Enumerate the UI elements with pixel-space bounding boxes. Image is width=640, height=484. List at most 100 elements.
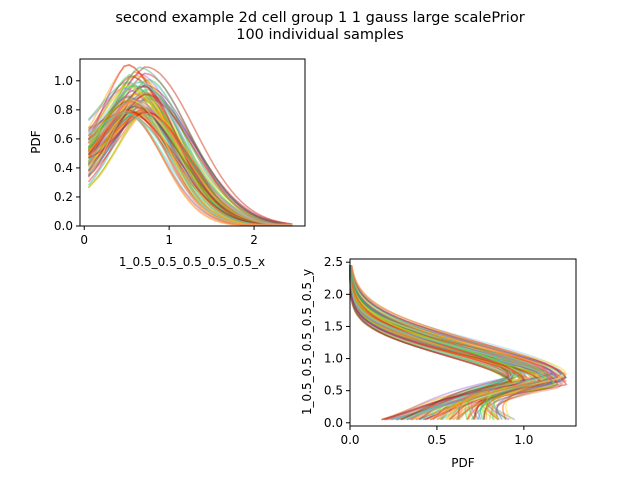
- x-sample-curve: [87, 103, 293, 226]
- x-sample-curve: [87, 98, 293, 226]
- x-sample-curve: [87, 110, 293, 226]
- x-sample-curve: [87, 96, 293, 226]
- x-sample-curve: [87, 70, 293, 226]
- y-sample-curve: [349, 265, 512, 421]
- y-sample-curve: [349, 265, 511, 421]
- x-sample-curve: [88, 111, 293, 226]
- x-plot-xtick-label: 2: [250, 233, 258, 247]
- x-sample-curve: [87, 86, 293, 226]
- y-sample-curve: [350, 265, 516, 421]
- x-sample-curve: [87, 81, 293, 226]
- y-plot-xticks: 0.0 0.5 1.0: [340, 426, 533, 447]
- x-plot-ytick-label: 0.0: [54, 219, 73, 233]
- y-sample-curve: [349, 265, 562, 421]
- y-sample-curve: [349, 265, 527, 421]
- x-sample-curve: [88, 110, 293, 226]
- y-sample-curve: [350, 265, 549, 421]
- x-sample-curve: [87, 111, 293, 226]
- y-sample-curve: [349, 265, 568, 421]
- x-sample-curve: [88, 111, 293, 226]
- x-sample-curve: [88, 99, 293, 226]
- y-plot-xtick-label: 0.5: [427, 433, 446, 447]
- x-sample-curve: [87, 72, 293, 226]
- x-sample-curve: [87, 110, 293, 226]
- y-sample-curve: [349, 265, 517, 420]
- x-sample-curve: [87, 85, 293, 226]
- x-sample-curve: [88, 112, 293, 226]
- density-plot-y: 0.0 0.5 1.0 0.0 0.5 1.0 1.5 2.0 2.5 PDF 1_0.5_0…: [300, 255, 577, 470]
- x-sample-curve: [87, 75, 293, 226]
- y-sample-curve: [349, 265, 510, 421]
- y-sample-curve: [349, 265, 545, 421]
- x-sample-curve: [87, 84, 293, 226]
- x-sample-curve: [87, 96, 293, 226]
- x-sample-curve: [88, 111, 293, 226]
- density-plot-x: 0 1 2 0.0 0.2 0.4 0.6 0.8 1.0 1_0.5_0.5_0.5_0.5…: [29, 58, 306, 269]
- y-sample-curve: [349, 265, 526, 421]
- x-sample-curves: [87, 64, 293, 226]
- x-sample-curve: [87, 91, 293, 226]
- x-plot-xtick-label: 1: [165, 233, 173, 247]
- x-sample-curve: [87, 85, 293, 226]
- x-sample-curve: [87, 111, 293, 226]
- y-sample-curve: [349, 265, 535, 421]
- y-sample-curve: [350, 265, 510, 421]
- x-sample-curve: [88, 107, 293, 226]
- y-sample-curve: [349, 265, 564, 421]
- x-sample-curve: [88, 105, 293, 226]
- y-sample-curve: [349, 265, 510, 421]
- y-sample-curve: [349, 265, 517, 420]
- y-sample-curve: [349, 265, 568, 420]
- y-sample-curve: [349, 265, 559, 421]
- y-sample-curve: [349, 265, 554, 421]
- y-sample-curve: [349, 265, 529, 420]
- y-sample-curve: [349, 265, 538, 421]
- x-plot-ytick-label: 1.0: [54, 74, 73, 88]
- y-sample-curve: [349, 265, 545, 420]
- x-sample-curve: [87, 109, 293, 226]
- y-sample-curve: [350, 265, 552, 421]
- x-sample-curve: [88, 111, 293, 226]
- y-sample-curve: [350, 265, 562, 421]
- y-sample-curve: [349, 265, 559, 421]
- y-sample-curve: [349, 265, 563, 421]
- y-sample-curve: [349, 265, 515, 421]
- x-sample-curve: [87, 106, 293, 226]
- x-sample-curve: [87, 111, 293, 226]
- y-sample-curve: [350, 265, 518, 421]
- y-sample-curve: [349, 265, 537, 421]
- y-sample-curve: [349, 265, 556, 421]
- x-sample-curve: [88, 110, 293, 226]
- x-sample-curve: [87, 102, 293, 226]
- x-sample-curve: [87, 109, 293, 226]
- y-sample-curve: [349, 265, 542, 420]
- y-sample-curve: [349, 265, 517, 421]
- x-sample-curve: [87, 110, 293, 226]
- x-sample-curve: [87, 89, 293, 226]
- y-sample-curve: [350, 265, 564, 421]
- x-plot-yticks: 0.0 0.2 0.4 0.6 0.8 1.0: [54, 74, 80, 233]
- x-sample-curve: [87, 112, 293, 226]
- x-sample-curve: [88, 111, 293, 226]
- x-sample-curve: [87, 64, 293, 226]
- y-sample-curve: [349, 265, 515, 421]
- y-sample-curve: [349, 265, 522, 421]
- x-plot-ytick-label: 0.2: [54, 190, 73, 204]
- y-sample-curve: [349, 265, 512, 421]
- y-sample-curve: [349, 265, 544, 420]
- y-sample-curve: [349, 265, 523, 421]
- x-plot-frame: [79, 58, 306, 227]
- x-sample-curve: [87, 91, 293, 226]
- y-sample-curve: [349, 265, 537, 420]
- y-sample-curve: [349, 265, 545, 421]
- y-sample-curve: [349, 265, 558, 421]
- y-sample-curve: [349, 265, 544, 421]
- y-plot-ytick-label: 0.5: [324, 384, 343, 398]
- x-sample-curve: [87, 99, 293, 226]
- x-sample-curve: [87, 100, 293, 226]
- x-sample-curve: [87, 64, 293, 226]
- x-sample-curve: [87, 111, 293, 226]
- y-sample-curve: [349, 265, 554, 420]
- x-sample-curve: [87, 84, 293, 226]
- y-sample-curve: [349, 265, 567, 420]
